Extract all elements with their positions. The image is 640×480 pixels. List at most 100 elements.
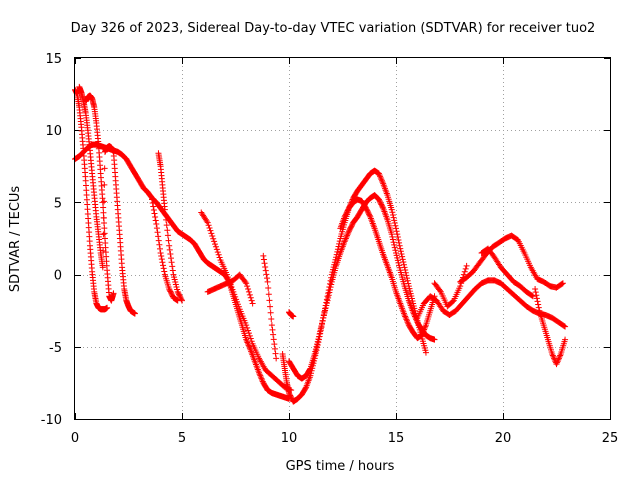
data-point — [378, 177, 385, 184]
data-point — [394, 234, 401, 241]
data-point — [462, 265, 469, 272]
data-point — [167, 255, 174, 262]
series-arc1 — [72, 86, 111, 313]
data-point — [209, 233, 216, 240]
data-point — [388, 231, 395, 238]
data-point — [418, 332, 425, 339]
data-point — [101, 225, 108, 232]
data-point — [256, 369, 263, 376]
data-point — [532, 286, 539, 293]
data-point — [555, 355, 562, 362]
data-point — [245, 288, 252, 295]
data-point — [377, 174, 384, 181]
data-point — [262, 263, 269, 270]
data-point — [165, 237, 172, 244]
data-point — [379, 179, 386, 186]
data-point — [247, 335, 254, 342]
data-point — [167, 250, 174, 257]
data-point — [554, 358, 561, 365]
data-point — [164, 227, 171, 234]
data-point — [396, 239, 403, 246]
data-point — [213, 246, 220, 253]
series-arc7 — [198, 209, 295, 394]
data-point — [162, 211, 169, 218]
data-point — [461, 268, 468, 275]
data-point — [319, 317, 326, 324]
data-point — [149, 196, 156, 203]
data-point — [326, 286, 333, 293]
data-point — [166, 242, 173, 249]
data-point — [457, 283, 464, 290]
data-point — [155, 233, 162, 240]
data-point — [559, 280, 566, 287]
data-point — [411, 312, 418, 319]
data-point — [100, 231, 107, 238]
data-point — [328, 281, 335, 288]
data-point — [99, 264, 106, 271]
data-point — [533, 295, 540, 302]
data-point — [343, 234, 350, 241]
data-point — [157, 249, 164, 256]
data-point — [100, 209, 107, 216]
data-point — [401, 312, 408, 319]
data-point — [153, 225, 160, 232]
data-point — [268, 315, 275, 322]
series-arc5 — [149, 196, 181, 304]
data-point — [306, 366, 313, 373]
data-point — [100, 247, 107, 254]
series-arc9 — [260, 252, 280, 362]
data-point — [554, 359, 561, 366]
data-point — [243, 336, 250, 343]
data-point — [344, 232, 351, 239]
data-point — [155, 237, 162, 244]
data-point — [422, 323, 429, 330]
data-point — [404, 277, 411, 284]
data-point — [342, 235, 349, 242]
data-point — [557, 352, 564, 359]
data-point — [161, 268, 168, 275]
data-point — [104, 304, 111, 311]
series-arc4 — [72, 141, 292, 402]
data-point — [326, 289, 333, 296]
data-point — [211, 238, 218, 245]
data-point — [164, 232, 171, 239]
data-point — [393, 225, 399, 232]
data-point — [100, 204, 107, 211]
plot-area — [72, 83, 569, 405]
data-point — [459, 274, 466, 281]
data-point — [150, 207, 157, 214]
data-point — [396, 242, 403, 249]
data-point — [390, 214, 397, 221]
data-point — [208, 230, 215, 237]
data-point — [463, 262, 470, 269]
data-point — [216, 254, 223, 261]
data-point — [265, 285, 272, 292]
data-point — [179, 297, 185, 304]
data-point — [246, 343, 253, 350]
data-point — [158, 253, 165, 260]
data-point — [271, 341, 278, 348]
data-point — [245, 330, 252, 337]
data-point — [392, 247, 399, 254]
data-point — [248, 297, 255, 304]
data-point — [460, 271, 467, 278]
data-point — [160, 265, 167, 272]
data-point — [101, 230, 108, 237]
data-point — [302, 385, 309, 392]
data-point — [156, 245, 163, 252]
data-point — [391, 244, 398, 251]
data-point — [150, 203, 157, 210]
data-point — [244, 324, 251, 331]
x-tick-label: 20 — [495, 431, 512, 446]
data-point — [257, 374, 264, 381]
data-point — [263, 271, 270, 278]
series-arc14 — [414, 277, 569, 330]
data-point — [535, 304, 542, 311]
data-point — [319, 320, 326, 327]
data-point — [242, 279, 249, 286]
data-point — [259, 377, 266, 384]
x-tick-label: 15 — [388, 431, 405, 446]
data-point — [345, 229, 352, 236]
y-tick-label: 15 — [45, 52, 62, 67]
data-point — [390, 239, 397, 246]
